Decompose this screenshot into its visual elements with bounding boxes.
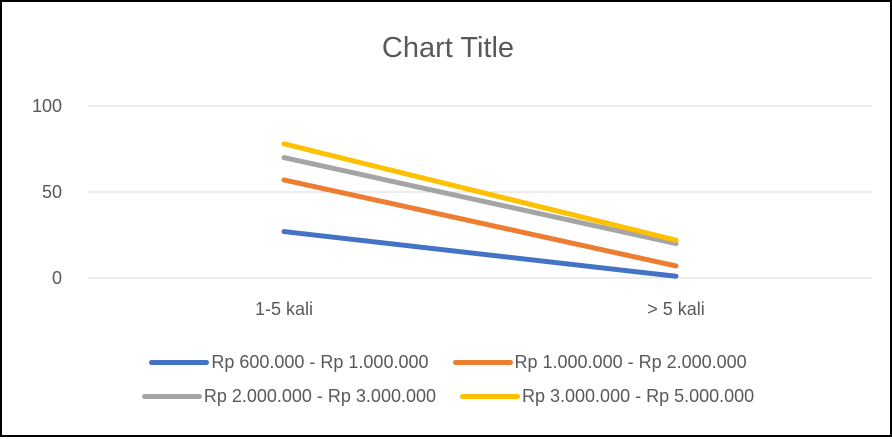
legend-label: Rp 2.000.000 - Rp 3.000.000	[203, 385, 436, 406]
legend-label: Rp 3.000.000 - Rp 5.000.000	[522, 385, 755, 406]
legend-row-2: Rp 2.000.000 - Rp 3.000.000 Rp 3.000.000…	[2, 379, 892, 413]
legend-label: Rp 600.000 - Rp 1.000.000	[211, 351, 429, 372]
chart-title: Chart Title	[381, 32, 515, 64]
series-line	[281, 229, 679, 279]
series-line	[281, 177, 679, 269]
series-line	[281, 141, 679, 243]
legend-item: Rp 600.000 - Rp 1.000.000	[149, 351, 429, 373]
x-tick-label: > 5 kali	[647, 299, 705, 319]
y-tick-label: 100	[32, 96, 62, 116]
legend-item: Rp 3.000.000 - Rp 5.000.000	[460, 386, 754, 407]
legend-swatch	[452, 359, 513, 365]
legend-row-1: Rp 600.000 - Rp 1.000.000 Rp 1.000.000 -…	[2, 345, 892, 379]
legend-swatch	[149, 359, 210, 365]
legend-swatch	[141, 393, 202, 399]
legend-label: Rp 1.000.000 - Rp 2.000.000	[514, 351, 747, 372]
legend: Rp 600.000 - Rp 1.000.000 Rp 1.000.000 -…	[2, 345, 892, 413]
legend-item: Rp 1.000.000 - Rp 2.000.000	[452, 351, 747, 373]
y-tick-label: 50	[42, 182, 62, 202]
series-line	[281, 155, 679, 247]
legend-swatch	[460, 393, 520, 399]
x-tick-label: 1-5 kali	[255, 299, 313, 319]
legend-item: Rp 2.000.000 - Rp 3.000.000	[141, 385, 436, 407]
y-tick-label: 0	[52, 268, 62, 288]
